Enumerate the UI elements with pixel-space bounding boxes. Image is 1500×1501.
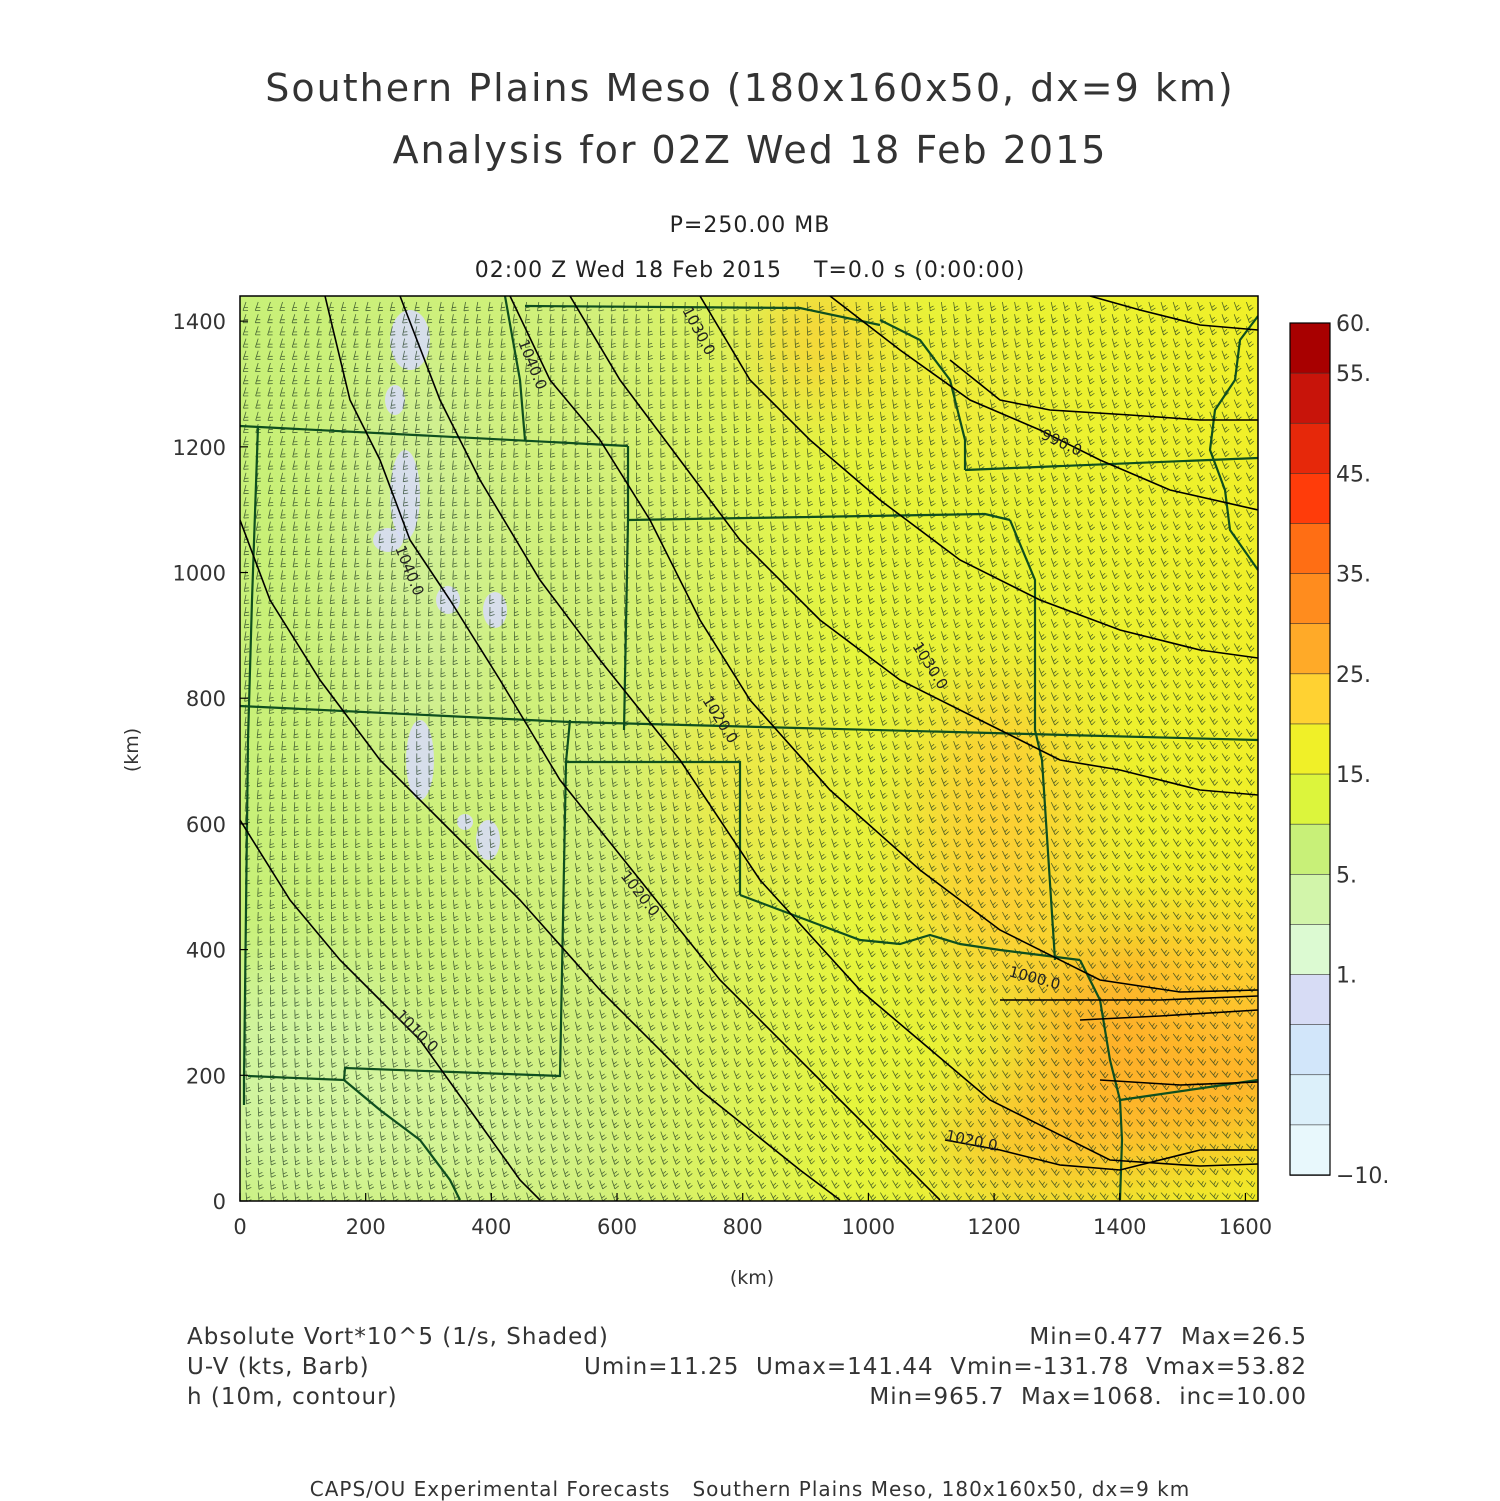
colorbar-swatch: [1289, 873, 1331, 926]
map-plot: 1040.0 1040.0 1030.0 1030.0 1020.0 1020.…: [121, 295, 1389, 1289]
x-tick-label: 600: [597, 1215, 637, 1239]
pressure-level: P=250.00 MB: [669, 213, 831, 238]
colorbar-label: 45.: [1336, 462, 1371, 487]
colorbar-label: 35.: [1336, 563, 1371, 588]
legend-vorticity: Absolute Vort*10^5 (1/s, Shaded): [187, 1324, 609, 1350]
wind-barb-field: [242, 301, 1256, 1201]
colorbar-swatch: [1289, 1074, 1331, 1126]
y-tick-label: 0: [213, 1190, 226, 1214]
x-axis-label: (km): [730, 1267, 774, 1289]
x-tick-label: 400: [471, 1215, 511, 1239]
legend-vorticity-range: Min=0.477 Max=26.5: [1029, 1324, 1307, 1350]
x-tick-label: 200: [346, 1215, 386, 1239]
x-tick-label: 800: [723, 1215, 763, 1239]
y-tick-label: 600: [186, 813, 226, 837]
colorbar-label: 1.: [1336, 964, 1357, 989]
vorticity-shading: [240, 296, 1258, 1201]
y-axis: 0 200 400 600 800 1000 1200 1400: [173, 310, 248, 1214]
colorbar-label: −10.: [1336, 1164, 1389, 1189]
colorbar-swatch: [1289, 422, 1331, 475]
colorbar-label: 5.: [1336, 863, 1357, 888]
y-tick-label: 1200: [173, 436, 226, 460]
y-axis-label: (km): [121, 728, 143, 772]
x-tick-label: 1400: [1093, 1215, 1146, 1239]
colorbar-swatch: [1289, 1124, 1331, 1176]
y-tick-label: 400: [186, 939, 226, 963]
colorbar-swatch: [1289, 523, 1331, 575]
legend-height: h (10m, contour): [187, 1384, 398, 1410]
colorbar-label: 25.: [1336, 663, 1371, 688]
colorbar-swatch: [1289, 473, 1331, 525]
x-tick-label: 1600: [1219, 1215, 1272, 1239]
colorbar: 60. 55. 45. 35. 25. 15. 5. 1. −10.: [1289, 312, 1389, 1189]
legend-wind: U-V (kts, Barb): [187, 1354, 370, 1380]
x-tick-label: 1000: [842, 1215, 895, 1239]
colorbar-swatch: [1289, 1024, 1331, 1076]
plot-title-line2: Analysis for 02Z Wed 18 Feb 2015: [392, 128, 1108, 172]
legend-height-range: Min=965.7 Max=1068. inc=10.00: [869, 1384, 1307, 1410]
colorbar-frame: [1289, 322, 1331, 1176]
x-tick-label: 0: [233, 1215, 246, 1239]
colorbar-label: 55.: [1336, 362, 1371, 387]
colorbar-swatch: [1289, 773, 1331, 825]
y-tick-label: 1400: [173, 310, 226, 334]
colorbar-swatch: [1289, 974, 1331, 1026]
legend-wind-range: Umin=11.25 Umax=141.44 Vmin=-131.78 Vmax…: [584, 1354, 1307, 1380]
height-contours: [240, 296, 1258, 1201]
y-tick-label: 1000: [173, 562, 226, 586]
colorbar-swatch: [1289, 322, 1331, 374]
colorbar-swatch: [1289, 623, 1331, 675]
wind-barbs: [242, 301, 1256, 1201]
colorbar-swatch: [1289, 823, 1331, 876]
colorbar-swatch: [1289, 924, 1331, 976]
colorbar-swatch: [1289, 723, 1331, 775]
colorbar-swatch: [1289, 673, 1331, 725]
y-tick-label: 200: [186, 1064, 226, 1088]
plot-title-line1: Southern Plains Meso (180x160x50, dx=9 k…: [265, 66, 1235, 110]
colorbar-swatch: [1289, 372, 1331, 425]
colorbar-label: 15.: [1336, 763, 1371, 788]
colorbar-swatch: [1289, 573, 1331, 625]
x-tick-label: 1200: [967, 1215, 1020, 1239]
valid-time: 02:00 Z Wed 18 Feb 2015 T=0.0 s (0:00:00…: [474, 258, 1026, 283]
colorbar-label: 60.: [1336, 312, 1371, 337]
plot-frame: [239, 295, 1259, 1202]
x-axis: 0 200 400 600 800 1000 1200 1400 1600: [233, 1193, 1272, 1239]
y-tick-label: 800: [186, 687, 226, 711]
footer-credit: CAPS/OU Experimental Forecasts Southern …: [309, 1477, 1191, 1501]
